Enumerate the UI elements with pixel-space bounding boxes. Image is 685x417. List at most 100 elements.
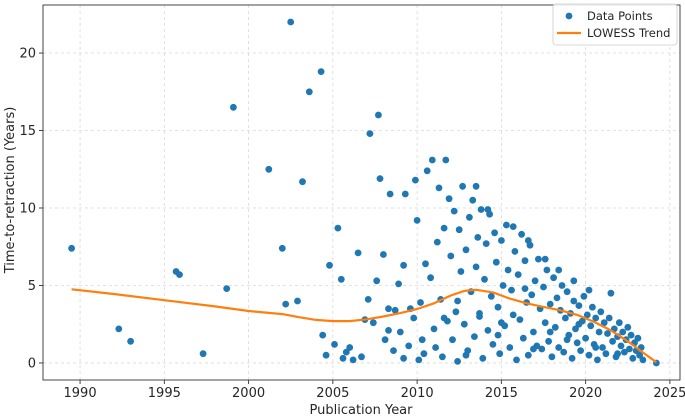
data-point — [358, 353, 365, 361]
data-point — [573, 339, 581, 347]
x-tick-label: 1995 — [148, 386, 181, 401]
data-point — [607, 289, 615, 297]
data-point — [317, 68, 325, 75]
data-point — [319, 331, 327, 339]
data-point — [599, 344, 606, 351]
data-point — [621, 348, 628, 356]
x-tick-label: 1990 — [64, 386, 97, 401]
data-point — [423, 167, 431, 175]
data-point — [230, 103, 237, 111]
data-point — [447, 252, 455, 260]
data-point — [413, 217, 421, 224]
data-point — [334, 224, 342, 232]
data-point — [518, 230, 525, 238]
data-point — [462, 351, 470, 359]
legend-points-marker — [565, 12, 573, 20]
data-point — [395, 280, 402, 288]
data-point — [287, 18, 295, 26]
data-point — [546, 300, 554, 308]
data-point — [516, 316, 524, 323]
data-point — [433, 238, 441, 246]
data-point — [459, 182, 466, 190]
data-point — [391, 306, 399, 314]
data-point — [627, 331, 635, 339]
data-point — [422, 260, 429, 268]
data-point — [412, 176, 419, 184]
y-tick-label: 15 — [19, 124, 36, 139]
data-point — [538, 345, 546, 353]
data-point — [282, 300, 290, 308]
data-point — [535, 255, 542, 263]
y-axis-title: Time-to-retraction (Years) — [3, 107, 18, 275]
y-tick-label: 0 — [28, 356, 36, 371]
data-point — [278, 244, 286, 252]
data-point — [546, 328, 554, 336]
data-point — [597, 308, 605, 316]
data-point — [545, 337, 552, 345]
data-point — [560, 348, 568, 356]
data-point — [498, 237, 505, 244]
data-point — [592, 314, 600, 322]
data-point — [471, 333, 478, 340]
data-point — [491, 229, 498, 237]
data-point — [400, 261, 407, 269]
data-point — [346, 344, 354, 351]
data-point — [563, 336, 571, 344]
data-point — [617, 342, 625, 350]
data-point — [176, 271, 183, 278]
data-point — [634, 334, 642, 342]
data-point — [339, 354, 347, 362]
x-axis-title: Publication Year — [310, 403, 414, 417]
data-point — [380, 251, 387, 258]
data-point — [428, 156, 436, 164]
data-point — [609, 337, 616, 345]
data-point — [381, 336, 389, 344]
data-point — [589, 303, 596, 311]
data-point — [585, 286, 593, 294]
data-point — [496, 350, 504, 358]
scatter-points — [68, 18, 660, 367]
data-point — [349, 356, 357, 364]
data-point — [410, 314, 418, 322]
data-point — [503, 221, 510, 229]
data-point — [415, 356, 423, 364]
data-point — [487, 292, 495, 300]
data-point — [68, 244, 75, 252]
data-point — [572, 325, 579, 333]
data-point — [484, 206, 492, 213]
data-point — [524, 237, 532, 244]
legend-trend-label: LOWESS Trend — [587, 26, 670, 40]
data-point — [401, 190, 409, 198]
data-point — [636, 351, 643, 359]
data-point — [531, 277, 539, 285]
data-point — [452, 308, 460, 316]
data-point — [583, 311, 591, 319]
data-point — [364, 296, 372, 303]
data-point — [550, 274, 557, 282]
data-point — [521, 285, 529, 292]
data-point — [530, 328, 537, 336]
data-point — [450, 207, 458, 215]
data-point — [504, 266, 512, 274]
data-point — [562, 314, 569, 322]
data-point — [580, 292, 588, 300]
data-point — [115, 325, 123, 333]
data-point — [420, 350, 428, 358]
x-tick-label: 2005 — [316, 386, 349, 401]
x-tick-label: 2025 — [653, 386, 685, 401]
data-point — [390, 347, 397, 354]
data-point — [455, 226, 463, 234]
data-point — [543, 266, 551, 274]
data-point — [385, 327, 392, 334]
data-point — [521, 257, 529, 265]
legend: Data Points LOWESS Trend — [552, 3, 678, 46]
data-point — [582, 334, 589, 342]
data-point — [477, 206, 485, 213]
data-point — [305, 88, 313, 96]
data-point — [513, 356, 520, 364]
data-point — [558, 282, 566, 289]
data-point — [337, 275, 345, 283]
data-point — [331, 341, 338, 348]
